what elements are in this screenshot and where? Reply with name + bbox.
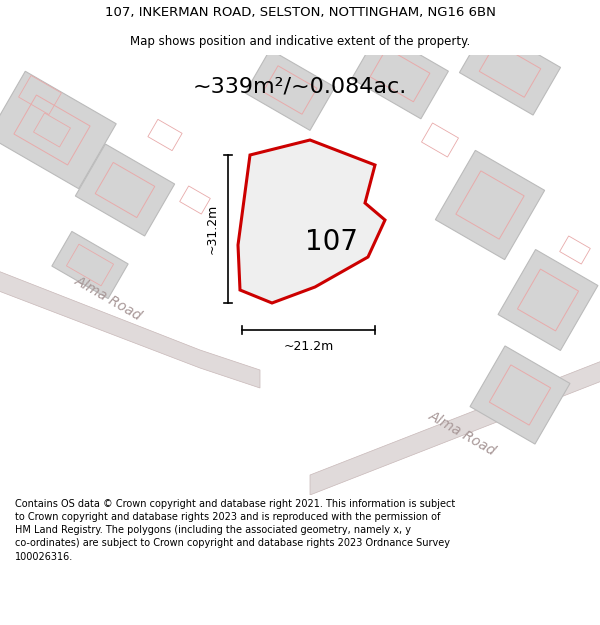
Polygon shape (76, 144, 175, 236)
Text: Alma Road: Alma Road (72, 273, 144, 323)
Polygon shape (436, 151, 545, 259)
Text: ~21.2m: ~21.2m (283, 339, 334, 352)
Polygon shape (498, 249, 598, 351)
Polygon shape (0, 71, 116, 189)
Text: 107, INKERMAN ROAD, SELSTON, NOTTINGHAM, NG16 6BN: 107, INKERMAN ROAD, SELSTON, NOTTINGHAM,… (104, 6, 496, 19)
Polygon shape (352, 31, 448, 119)
Text: Map shows position and indicative extent of the property.: Map shows position and indicative extent… (130, 35, 470, 48)
Polygon shape (460, 25, 560, 115)
Polygon shape (0, 260, 260, 388)
Polygon shape (245, 49, 335, 131)
Polygon shape (238, 140, 385, 303)
Polygon shape (310, 350, 600, 495)
Text: Alma Road: Alma Road (426, 408, 498, 458)
Text: ~339m²/~0.084ac.: ~339m²/~0.084ac. (193, 77, 407, 97)
Text: ~31.2m: ~31.2m (205, 204, 218, 254)
Text: 107: 107 (305, 228, 358, 256)
Polygon shape (470, 346, 570, 444)
Polygon shape (52, 231, 128, 299)
Text: Contains OS data © Crown copyright and database right 2021. This information is : Contains OS data © Crown copyright and d… (15, 499, 455, 562)
